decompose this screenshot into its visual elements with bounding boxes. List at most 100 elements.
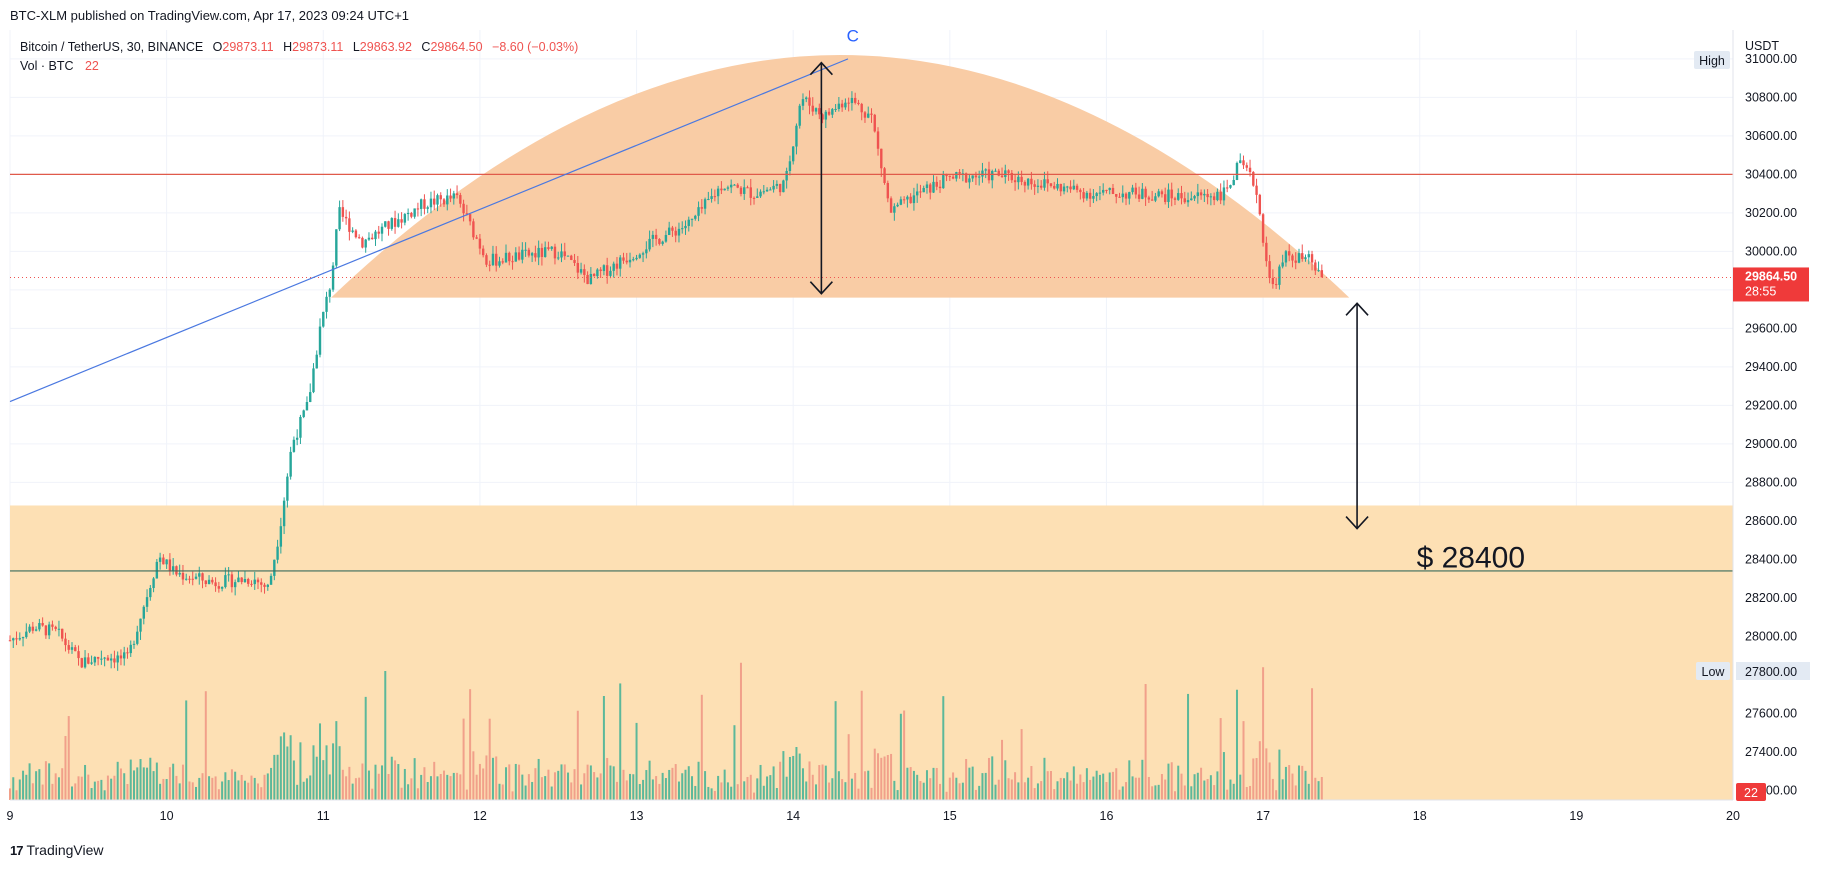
candle-body <box>1118 196 1121 198</box>
volume-bar <box>400 787 403 800</box>
candle-body <box>710 196 713 199</box>
volume-bar <box>570 782 573 800</box>
candle-body <box>814 108 818 112</box>
candle-body <box>1053 185 1056 189</box>
volume-bar <box>234 771 237 800</box>
volume-bar <box>508 764 511 800</box>
volume-bar <box>1118 789 1121 800</box>
candle-body <box>233 582 237 588</box>
candle-body <box>1023 181 1027 186</box>
volume-bar <box>919 781 922 800</box>
volume-bar <box>1125 782 1128 800</box>
candle-body <box>964 173 968 183</box>
candle-body <box>1212 196 1216 201</box>
volume-bar <box>224 772 227 800</box>
volume-bar <box>247 782 250 800</box>
volume-bar <box>537 758 540 800</box>
candle-body <box>553 246 557 259</box>
volume-bar <box>818 765 821 800</box>
candle-body <box>586 274 589 285</box>
candle-body <box>1088 192 1092 199</box>
candle-body <box>299 416 302 438</box>
candle-body <box>942 175 945 189</box>
volume-bar <box>1311 688 1314 800</box>
candle-body <box>971 175 974 179</box>
candle-body <box>211 579 214 583</box>
volume-bar <box>844 782 847 800</box>
volume-bar <box>22 770 25 800</box>
volume-bar <box>713 790 716 800</box>
volume-bars <box>9 662 1323 800</box>
volume-bar <box>260 787 263 800</box>
candle-body <box>632 259 635 261</box>
volume-bar <box>361 763 364 800</box>
candle-body <box>775 183 779 186</box>
volume-bar <box>335 721 338 800</box>
candle-body <box>834 108 837 110</box>
candle-body <box>488 264 491 266</box>
volume-bar <box>1030 766 1033 800</box>
volume-bar <box>952 772 955 800</box>
volume-bar <box>296 784 299 800</box>
volume-bar <box>266 773 269 800</box>
candle-body <box>1304 257 1307 259</box>
candle-body <box>468 214 472 222</box>
volume-bar <box>648 760 651 800</box>
candle-body <box>1294 260 1297 263</box>
candle-body <box>524 249 527 251</box>
volume-bar <box>367 770 370 800</box>
volume-bar <box>240 774 243 800</box>
volume-bar <box>883 756 886 800</box>
candle-body <box>893 206 896 213</box>
volume-bar <box>25 774 28 800</box>
volume-bar <box>987 757 990 800</box>
candle-body <box>106 657 110 661</box>
volume-bar <box>736 784 739 800</box>
candle-body <box>573 259 576 263</box>
volume-bar <box>1063 778 1066 800</box>
volume-bar <box>1255 758 1258 800</box>
candle-body <box>880 148 883 169</box>
volume-bar <box>1115 768 1118 800</box>
volume-bar <box>707 786 710 800</box>
candle-body <box>136 631 139 644</box>
volume-bar <box>1268 762 1271 800</box>
candle-body <box>1274 284 1278 286</box>
volume-bar <box>230 769 233 800</box>
volume-bar <box>1059 777 1062 800</box>
candle-body <box>341 207 345 217</box>
candle-body <box>374 231 377 240</box>
candle-body <box>1144 188 1147 198</box>
candle-body <box>198 573 201 577</box>
candle-body <box>1030 178 1033 185</box>
candle-body <box>566 255 570 257</box>
candle-body <box>44 625 48 636</box>
candle-body <box>178 572 181 575</box>
candle-body <box>419 199 423 209</box>
candle-body <box>119 655 123 659</box>
volume-bar <box>377 773 380 800</box>
candle-body <box>801 99 805 106</box>
volume-bar <box>514 763 517 800</box>
candle-body <box>635 257 638 260</box>
volume-bar <box>684 769 687 800</box>
candle-body <box>331 265 335 290</box>
volume-bar <box>162 778 165 800</box>
volume-bar <box>890 753 893 800</box>
candle-body <box>1242 160 1245 166</box>
candle-body <box>935 181 938 187</box>
rounding-top-arc <box>331 55 1350 298</box>
tradingview-logo: 17 TradingView <box>10 842 104 858</box>
candle-body <box>406 212 410 215</box>
candle-body <box>123 652 126 659</box>
candle-body <box>958 172 961 174</box>
candle-body <box>1261 214 1265 243</box>
candle-body <box>214 582 217 587</box>
measure-arrows <box>809 61 1369 530</box>
volume-bar <box>567 772 570 800</box>
volume-bar <box>981 773 984 800</box>
volume-bar <box>550 786 553 800</box>
volume-bar <box>110 778 113 800</box>
candle-body <box>155 561 159 579</box>
